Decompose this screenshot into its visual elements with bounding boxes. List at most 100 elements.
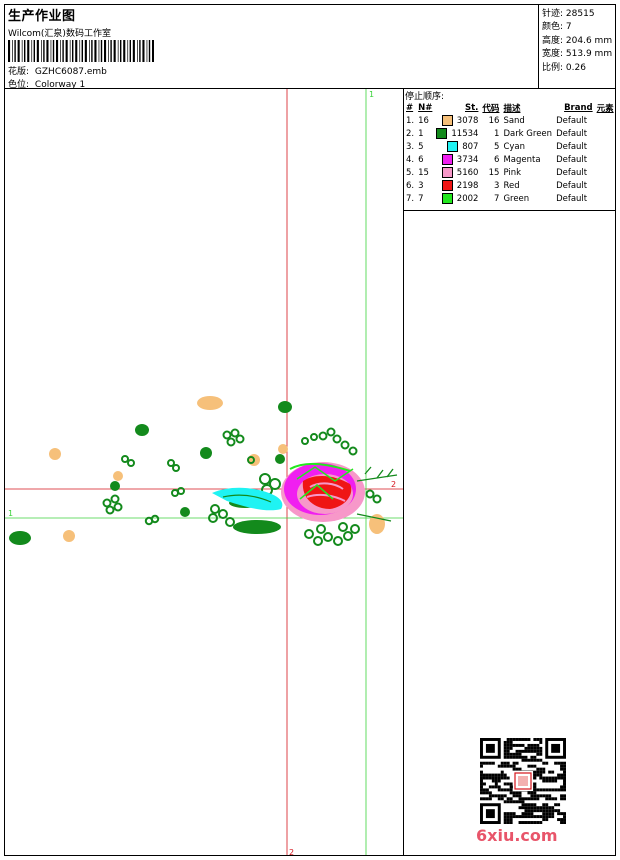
cell-desc: Magenta (503, 154, 541, 165)
cell-idx: 3. (406, 141, 415, 152)
color-swatch (436, 128, 448, 139)
color-swatch (441, 167, 453, 178)
cell-brand: Default (556, 180, 588, 191)
marker-2-bottom: 2 (289, 848, 294, 855)
colorway-line: 色位: Colorway 1 (8, 77, 85, 90)
page-frame (4, 4, 616, 856)
col-stitches: St. (465, 102, 479, 113)
cell-brand: Default (556, 154, 588, 165)
cell-brand: Default (556, 193, 588, 204)
cell-desc: Green (503, 193, 530, 204)
col-brand: Brand (564, 102, 593, 113)
cell-element (595, 127, 616, 140)
color-swatch (441, 115, 453, 126)
cell-brand: Default (556, 128, 588, 139)
cell-code: 1 (494, 128, 500, 139)
cell-n: 6 (418, 154, 424, 165)
cell-element (595, 140, 616, 153)
cell-code: 5 (494, 141, 500, 152)
cell-n: 7 (418, 193, 424, 204)
stop-sequence-title: 停止顺序: (405, 92, 445, 102)
header: 生产作业图 Wilcom(汇泉)数码工作室 花版: GZHC6087.emb 色… (5, 5, 539, 90)
color-swatch (441, 180, 453, 191)
stitch-count: 11534 (451, 129, 479, 139)
table-row: 3. 5 807 5 Cyan Default (404, 140, 616, 153)
table-row: 4. 6 3734 6 Magenta Default (404, 153, 616, 166)
design-file: GZHC6087.emb (34, 67, 107, 77)
table-row: 2. 1 11534 1 Dark Green Default (404, 127, 616, 140)
cell-n: 3 (418, 180, 424, 191)
stitch-count: 2002 (456, 194, 479, 204)
color-swatch (441, 154, 453, 165)
stitch-count: 2198 (456, 181, 479, 191)
color-table-header: # N# St. 代码 描述 Brand 元素 (404, 101, 616, 114)
embroidery-preview: 1 2 2 1 (5, 89, 403, 855)
stat-stitches: 针迹: 28515 (542, 9, 595, 19)
cell-idx: 4. (406, 154, 415, 165)
cell-element (595, 179, 616, 192)
col-n: N# (418, 102, 433, 113)
stitch-count: 807 (462, 142, 479, 152)
cell-idx: 2. (406, 128, 415, 139)
cell-brand: Default (556, 141, 588, 152)
design-label: 花版: (8, 67, 30, 77)
color-swatch (441, 193, 453, 204)
cell-element (595, 166, 616, 179)
cell-code: 7 (494, 193, 500, 204)
right-sprigs (356, 466, 398, 522)
dark-green-rings (102, 427, 382, 546)
cell-n: 1 (418, 128, 424, 139)
stitch-count: 5160 (456, 168, 479, 178)
cell-desc: Red (503, 180, 520, 191)
site-logo: 6xiu.com (476, 826, 558, 845)
cell-brand: Default (556, 115, 588, 126)
cell-desc: Dark Green (503, 128, 553, 139)
cell-idx: 5. (406, 167, 415, 178)
table-row: 6. 3 2198 3 Red Default (404, 179, 616, 192)
cell-idx: 7. (406, 193, 415, 204)
cell-code: 3 (494, 180, 500, 191)
marker-2-right: 2 (391, 480, 396, 489)
color-swatch (447, 141, 459, 152)
seal-stamp (514, 772, 532, 790)
flower-motif (281, 462, 365, 522)
table-row: 1. 16 3078 16 Sand Default (404, 114, 616, 127)
panel-divider (403, 88, 404, 855)
cell-desc: Cyan (503, 141, 525, 152)
col-code: 代码 (482, 103, 500, 114)
cell-code: 16 (488, 115, 500, 126)
col-desc: 描述 (503, 103, 521, 114)
stat-height: 高度: 204.6 mm (542, 36, 613, 46)
stats-panel: 针迹: 28515 颜色: 7 高度: 204.6 mm 宽度: 513.9 m… (538, 5, 616, 88)
marker-1-top: 1 (369, 90, 374, 99)
design-line: 花版: GZHC6087.emb (8, 64, 107, 77)
table-row: 7. 7 2002 7 Green Default (404, 192, 616, 205)
table-divider (403, 210, 615, 211)
cell-element (595, 153, 616, 166)
cell-brand: Default (556, 167, 588, 178)
col-element: 元素 (596, 103, 614, 114)
cell-desc: Pink (503, 167, 522, 178)
cell-n: 16 (418, 115, 429, 126)
colorway-label: 色位: (8, 80, 30, 90)
color-table: # N# St. 代码 描述 Brand 元素 1. 16 3078 16 Sand De… (404, 101, 616, 205)
stat-scale: 比例: 0.26 (542, 63, 586, 73)
stat-width: 宽度: 513.9 mm (542, 49, 613, 59)
cell-n: 5 (418, 141, 424, 152)
stat-colors: 颜色: 7 (542, 22, 572, 32)
cell-n: 15 (418, 167, 429, 178)
cell-idx: 6. (406, 180, 415, 191)
col-index: # (406, 102, 414, 113)
company-name: Wilcom(汇泉)数码工作室 (8, 29, 111, 39)
cell-code: 6 (494, 154, 500, 165)
cell-code: 15 (488, 167, 500, 178)
stitch-count: 3734 (456, 155, 479, 165)
cell-desc: Sand (503, 115, 525, 126)
colorway-value: Colorway 1 (34, 80, 86, 90)
table-row: 5. 15 5160 15 Pink Default (404, 166, 616, 179)
header-divider (5, 88, 615, 89)
barcode (8, 40, 154, 62)
cell-element (595, 114, 616, 127)
page-title: 生产作业图 (8, 9, 76, 24)
cell-idx: 1. (406, 115, 415, 126)
